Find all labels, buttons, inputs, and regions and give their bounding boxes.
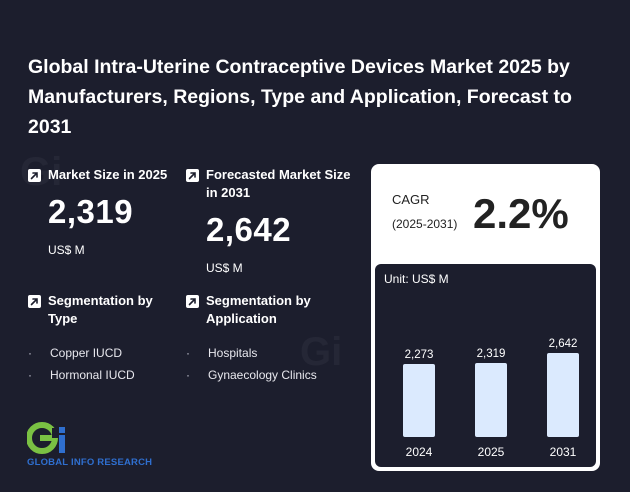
cagr-card: CAGR (2025-2031) 2.2% Unit: US$ M 2,273 2… [371,164,600,471]
market-size-unit: US$ M [48,243,85,257]
bar-chart-panel: Unit: US$ M 2,273 2024 2,319 2025 2,642 2031 [375,264,596,467]
bar-value-label: 2,642 [549,338,578,350]
list-item: Gynaecology Clinics [186,364,356,386]
arrow-up-right-icon [28,295,41,308]
bar-2025 [475,363,507,437]
list-item: Hospitals [186,342,356,364]
arrow-up-right-icon [28,169,41,182]
segmentation-application-block: Segmentation by Application Hospitals Gy… [186,292,356,386]
arrow-up-right-icon [186,295,199,308]
global-info-research-logo [27,422,68,454]
report-title: Global Intra-Uterine Contraceptive Devic… [28,56,572,138]
bar-chart: 2,273 2024 2,319 2025 2,642 2031 [403,338,579,459]
market-size-value: 2,319 [48,193,134,230]
segmentation-type-label: Segmentation by Type [48,293,153,326]
cagr-value: 2.2% [473,190,569,237]
list-item: Copper IUCD [28,342,168,364]
segmentation-type-block: Segmentation by Type Copper IUCD Hormona… [28,292,168,386]
logo-text: GLOBAL INFO RESEARCH [27,457,153,468]
bar-2031 [547,353,579,437]
list-item: Hormonal IUCD [28,364,168,386]
x-tick-label: 2025 [478,445,505,459]
market-size-label: Market Size in 2025 [48,167,168,182]
x-tick-label: 2024 [406,445,433,459]
x-tick-label: 2031 [550,445,577,459]
cagr-years: (2025-2031) [392,217,458,231]
chart-unit-label: Unit: US$ M [384,272,449,286]
forecast-size-label: Forecasted Market Size in 2031 [206,167,351,200]
arrow-up-right-icon [186,169,199,182]
market-size-block: Market Size in 2025 2,319 US$ M [28,166,168,257]
bar-2024 [403,364,435,437]
forecast-size-value: 2,642 [206,211,292,248]
segmentation-type-list: Copper IUCD Hormonal IUCD [28,342,168,386]
forecast-size-block: Forecasted Market Size in 2031 2,642 US$… [186,166,356,275]
segmentation-application-list: Hospitals Gynaecology Clinics [186,342,356,386]
bar-value-label: 2,273 [405,349,434,361]
forecast-size-unit: US$ M [206,261,243,275]
segmentation-application-label: Segmentation by Application [206,293,311,326]
bar-value-label: 2,319 [477,348,506,360]
cagr-label: CAGR [392,192,430,207]
